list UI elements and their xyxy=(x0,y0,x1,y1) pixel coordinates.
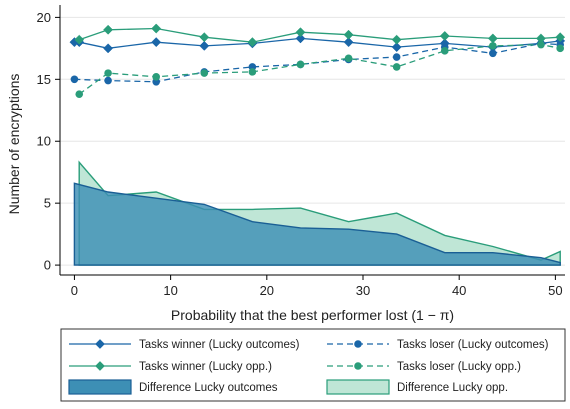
series-marker-tasks-winner-lucky-opp xyxy=(199,32,210,43)
legend-swatch-area xyxy=(326,379,390,395)
series-marker-tasks-loser-lucky-outcomes xyxy=(392,53,401,61)
y-tick-label: 0 xyxy=(44,258,51,273)
series-marker-tasks-winner-lucky-outcomes xyxy=(151,37,162,48)
series-marker-tasks-loser-lucky-outcomes xyxy=(104,76,112,85)
series-marker-tasks-winner-lucky-opp xyxy=(343,29,354,40)
legend-label: Tasks winner (Lucky outcomes) xyxy=(139,339,300,351)
series-marker-tasks-loser-lucky-opp xyxy=(344,54,353,63)
legend-item-tasks-winner-lucky-outcomes: Tasks winner (Lucky outcomes) xyxy=(69,339,300,351)
series-line-tasks-winner-lucky-outcomes xyxy=(74,37,561,49)
series-marker-tasks-loser-lucky-opp xyxy=(248,68,257,76)
series-marker-tasks-winner-lucky-opp xyxy=(151,23,162,34)
legend-item-tasks-loser-lucky-outcomes: Tasks loser (Lucky outcomes) xyxy=(327,339,549,351)
x-tick-label: 30 xyxy=(356,283,370,298)
area-layer xyxy=(73,160,561,266)
series-marker-tasks-winner-lucky-opp xyxy=(295,27,306,38)
series-marker-tasks-loser-lucky-opp xyxy=(200,69,209,77)
series-marker-tasks-winner-lucky-opp xyxy=(487,33,498,44)
y-tick-label: 10 xyxy=(37,134,51,149)
legend-item-difference-lucky-opp: Difference Lucky opp. xyxy=(326,379,508,395)
x-tick-label: 0 xyxy=(71,283,78,298)
legend-label: Tasks loser (Lucky opp.) xyxy=(397,361,521,373)
series-marker-tasks-loser-lucky-outcomes xyxy=(70,75,79,84)
y-axis-title: Number of encryptions xyxy=(6,74,22,215)
series-marker-tasks-loser-lucky-opp xyxy=(152,73,160,81)
series-marker-tasks-loser-lucky-opp xyxy=(392,63,401,71)
axis-layer: 0 5 10 15 20 0 10 20 30 40 50 xyxy=(37,5,565,298)
series-marker-tasks-winner-lucky-outcomes xyxy=(343,37,354,48)
x-axis-title: Probability that the best performer lost… xyxy=(171,307,454,323)
legend-label: Difference Lucky opp. xyxy=(397,382,508,394)
series-marker-tasks-loser-lucky-opp xyxy=(104,69,112,77)
legend-frame xyxy=(60,328,566,402)
line-layer xyxy=(69,23,566,98)
series-marker-tasks-loser-lucky-opp xyxy=(556,44,564,53)
legend-item-difference-lucky-outcomes: Difference Lucky outcomes xyxy=(68,379,278,395)
legend: Tasks winner (Lucky outcomes) Tasks loser… xyxy=(60,328,566,402)
legend-label: Difference Lucky outcomes xyxy=(139,382,278,394)
series-marker-tasks-winner-lucky-outcomes xyxy=(391,42,402,53)
series-marker-tasks-loser-lucky-opp xyxy=(537,40,545,49)
series-marker-tasks-winner-lucky-opp xyxy=(74,34,85,45)
legend-swatch-marker xyxy=(95,361,105,371)
series-marker-tasks-winner-lucky-opp xyxy=(439,31,450,41)
series-marker-tasks-winner-lucky-opp xyxy=(391,34,402,45)
legend-label: Tasks winner (Lucky opp.) xyxy=(139,361,272,373)
series-marker-tasks-winner-lucky-outcomes xyxy=(295,33,306,44)
x-tick-label: 20 xyxy=(260,283,274,298)
series-marker-tasks-winner-lucky-opp xyxy=(247,37,258,48)
legend-swatch-marker xyxy=(354,340,362,348)
legend-swatch-area xyxy=(68,379,132,395)
series-marker-tasks-winner-lucky-opp xyxy=(103,24,114,35)
series-marker-tasks-winner-lucky-opp xyxy=(555,32,566,43)
series-marker-tasks-winner-lucky-outcomes xyxy=(199,40,210,51)
series-marker-tasks-winner-lucky-outcomes xyxy=(103,43,114,54)
series-line-tasks-loser-lucky-opp xyxy=(78,43,561,95)
x-tick-label: 50 xyxy=(548,283,562,298)
series-marker-tasks-loser-lucky-opp xyxy=(489,42,497,50)
x-tick-label: 40 xyxy=(452,283,466,298)
legend-swatch-marker xyxy=(95,339,105,349)
series-marker-tasks-loser-lucky-opp xyxy=(75,90,84,98)
series-marker-tasks-loser-lucky-opp xyxy=(440,47,449,55)
series-marker-tasks-loser-lucky-outcomes xyxy=(489,49,497,58)
legend-swatch-marker xyxy=(354,362,362,370)
series-marker-tasks-loser-lucky-opp xyxy=(296,60,305,69)
x-tick-label: 10 xyxy=(163,283,177,298)
area-difference-lucky-outcomes xyxy=(73,182,561,266)
legend-item-tasks-winner-lucky-opp: Tasks winner (Lucky opp.) xyxy=(69,361,272,373)
y-tick-label: 5 xyxy=(44,196,51,211)
legend-label: Tasks loser (Lucky outcomes) xyxy=(397,339,549,351)
series-line-tasks-winner-lucky-opp xyxy=(78,27,561,43)
y-tick-label: 20 xyxy=(37,10,51,25)
y-tick-label: 15 xyxy=(37,72,51,87)
legend-item-tasks-loser-lucky-opp: Tasks loser (Lucky opp.) xyxy=(327,361,521,373)
